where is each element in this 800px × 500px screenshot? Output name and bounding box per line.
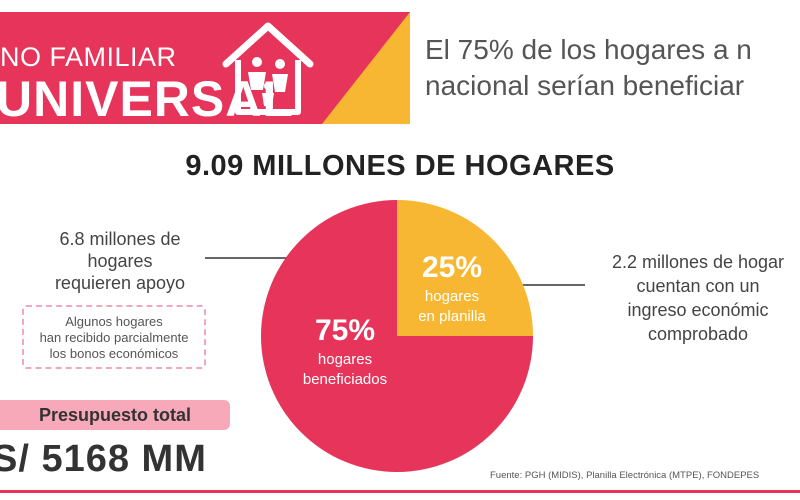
left-annotation-line3: requieren apoyo [54, 273, 186, 293]
headline-line2: nacional serían beneficiar [425, 70, 745, 101]
pie-slice-label-line2: beneficiados [303, 371, 387, 388]
pie-slice-25-pct [397, 200, 533, 336]
pie-slice-75-pct [261, 200, 533, 472]
banner-title-line1: NO FAMILIAR [0, 42, 177, 72]
pie-slice-label-line1: hogares [425, 288, 479, 305]
budget-label: Presupuesto total [0, 400, 230, 430]
title-banner: NO FAMILIAR UNIVERSAL [0, 12, 410, 124]
partial-bonus-note-line2: han recibido parcialmente [39, 330, 189, 345]
right-annotation-line3: ingreso económic [627, 300, 769, 320]
bottom-rule [0, 490, 800, 493]
banner-accent-triangle [322, 12, 410, 124]
left-annotation-line1: 6.8 millones de [59, 229, 181, 249]
headline-line1: El 75% de los hogares a n [425, 34, 752, 65]
banner-title-line2: UNIVERSAL [0, 71, 294, 124]
right-annotation-line2: cuentan con un [636, 276, 760, 296]
households-total-title: 9.09 MILLONES DE HOGARES [185, 150, 615, 182]
source-note: Fuente: PGH (MIDIS), Planilla Electrónic… [490, 470, 760, 481]
pie-slice-label-line1: hogares [318, 351, 372, 368]
partial-bonus-note-line3: los bonos económicos [49, 346, 179, 361]
pie-percent-label: 25% [422, 251, 482, 284]
partial-bonus-note-line1: Algunos hogares [65, 314, 163, 329]
right-annotation: 2.2 millones de hogar cuentan con un ing… [582, 250, 800, 346]
left-annotation-line2: hogares [87, 251, 153, 271]
budget-value: S/ 5168 MM [0, 438, 207, 480]
headline: El 75% de los hogares a n nacional sería… [425, 32, 752, 104]
partial-bonus-note: Algunos hogares han recibido parcialment… [22, 305, 206, 369]
pie-percent-label: 75% [315, 314, 375, 347]
family-house-icon [222, 22, 314, 115]
pie-slice-label-line2: en planilla [418, 308, 486, 325]
left-annotation: 6.8 millones de hogares requieren apoyo [30, 228, 210, 294]
right-annotation-line4: comprobado [647, 324, 749, 344]
right-annotation-line1: 2.2 millones de hogar [611, 252, 785, 272]
